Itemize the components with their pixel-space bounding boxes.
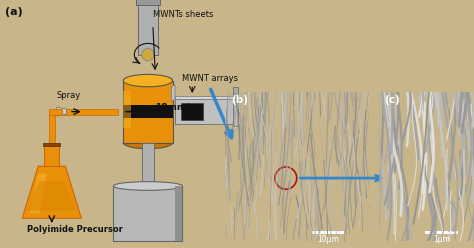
Text: (a): (a) xyxy=(5,7,23,17)
Bar xyxy=(123,105,173,119)
Bar xyxy=(45,146,59,166)
Polygon shape xyxy=(22,166,82,218)
Polygon shape xyxy=(27,181,76,211)
Text: 10μm: 10μm xyxy=(317,235,339,244)
Polygon shape xyxy=(29,174,47,213)
Bar xyxy=(175,99,237,124)
Bar xyxy=(136,0,160,5)
Bar xyxy=(43,143,60,146)
Text: Spray: Spray xyxy=(57,91,81,100)
Bar xyxy=(425,231,458,234)
Text: 1μm: 1μm xyxy=(433,235,450,244)
Text: (c): (c) xyxy=(384,95,400,105)
Bar xyxy=(175,186,182,241)
Bar xyxy=(113,186,182,241)
Text: Polyimide Precursor: Polyimide Precursor xyxy=(27,225,123,234)
Bar xyxy=(233,87,238,126)
Text: 18mm/s: 18mm/s xyxy=(155,102,195,111)
Bar xyxy=(138,0,158,55)
Text: MWNTs sheets: MWNTs sheets xyxy=(153,10,213,19)
Bar xyxy=(123,81,173,143)
Polygon shape xyxy=(57,107,66,116)
Bar xyxy=(49,109,62,115)
Bar xyxy=(175,96,237,99)
Text: (b): (b) xyxy=(231,95,248,105)
Bar xyxy=(312,231,344,234)
Bar xyxy=(123,91,131,128)
Bar xyxy=(181,103,203,120)
Circle shape xyxy=(142,48,154,61)
Bar xyxy=(49,112,55,144)
Ellipse shape xyxy=(113,182,182,190)
Bar xyxy=(142,143,154,184)
Polygon shape xyxy=(171,84,175,102)
Ellipse shape xyxy=(123,74,173,87)
Text: MWNT arrays: MWNT arrays xyxy=(182,74,238,83)
Ellipse shape xyxy=(123,136,173,149)
Bar xyxy=(62,109,118,115)
